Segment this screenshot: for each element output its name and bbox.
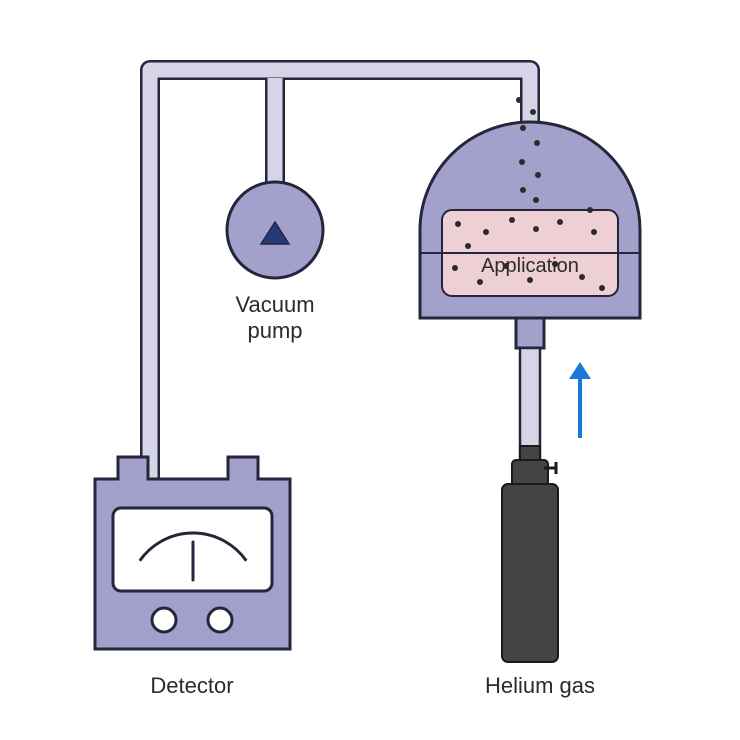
flow-arrow-head-icon: [569, 362, 591, 379]
helium-feed-pipe: [520, 348, 540, 458]
gas-particle-icon: [599, 285, 605, 291]
dome-neck: [516, 318, 544, 348]
detector-knob-1: [152, 608, 176, 632]
vacuum-pump-label: Vacuum: [235, 292, 314, 317]
gas-particle-icon: [452, 265, 458, 271]
cylinder-body: [502, 484, 558, 662]
detector-knob-2: [208, 608, 232, 632]
gas-particle-icon: [527, 277, 533, 283]
gas-particle-icon: [530, 109, 536, 115]
gas-particle-icon: [477, 279, 483, 285]
gas-particle-icon: [519, 159, 525, 165]
application-label: Application: [481, 255, 579, 277]
gas-particle-icon: [535, 172, 541, 178]
gas-particle-icon: [520, 125, 526, 131]
gas-particle-icon: [509, 217, 515, 223]
gas-particle-icon: [516, 97, 522, 103]
gas-particle-icon: [533, 197, 539, 203]
gas-particle-icon: [533, 226, 539, 232]
gas-particle-icon: [534, 140, 540, 146]
gas-particle-icon: [520, 187, 526, 193]
gas-particle-icon: [587, 207, 593, 213]
gas-particle-icon: [579, 274, 585, 280]
gas-particle-icon: [465, 243, 471, 249]
gas-particle-icon: [455, 221, 461, 227]
gas-particle-icon: [591, 229, 597, 235]
detector-label: Detector: [150, 673, 233, 698]
gas-particle-icon: [483, 229, 489, 235]
vacuum-pump-label: pump: [247, 318, 302, 343]
gas-particle-icon: [557, 219, 563, 225]
helium-label: Helium gas: [485, 673, 595, 698]
